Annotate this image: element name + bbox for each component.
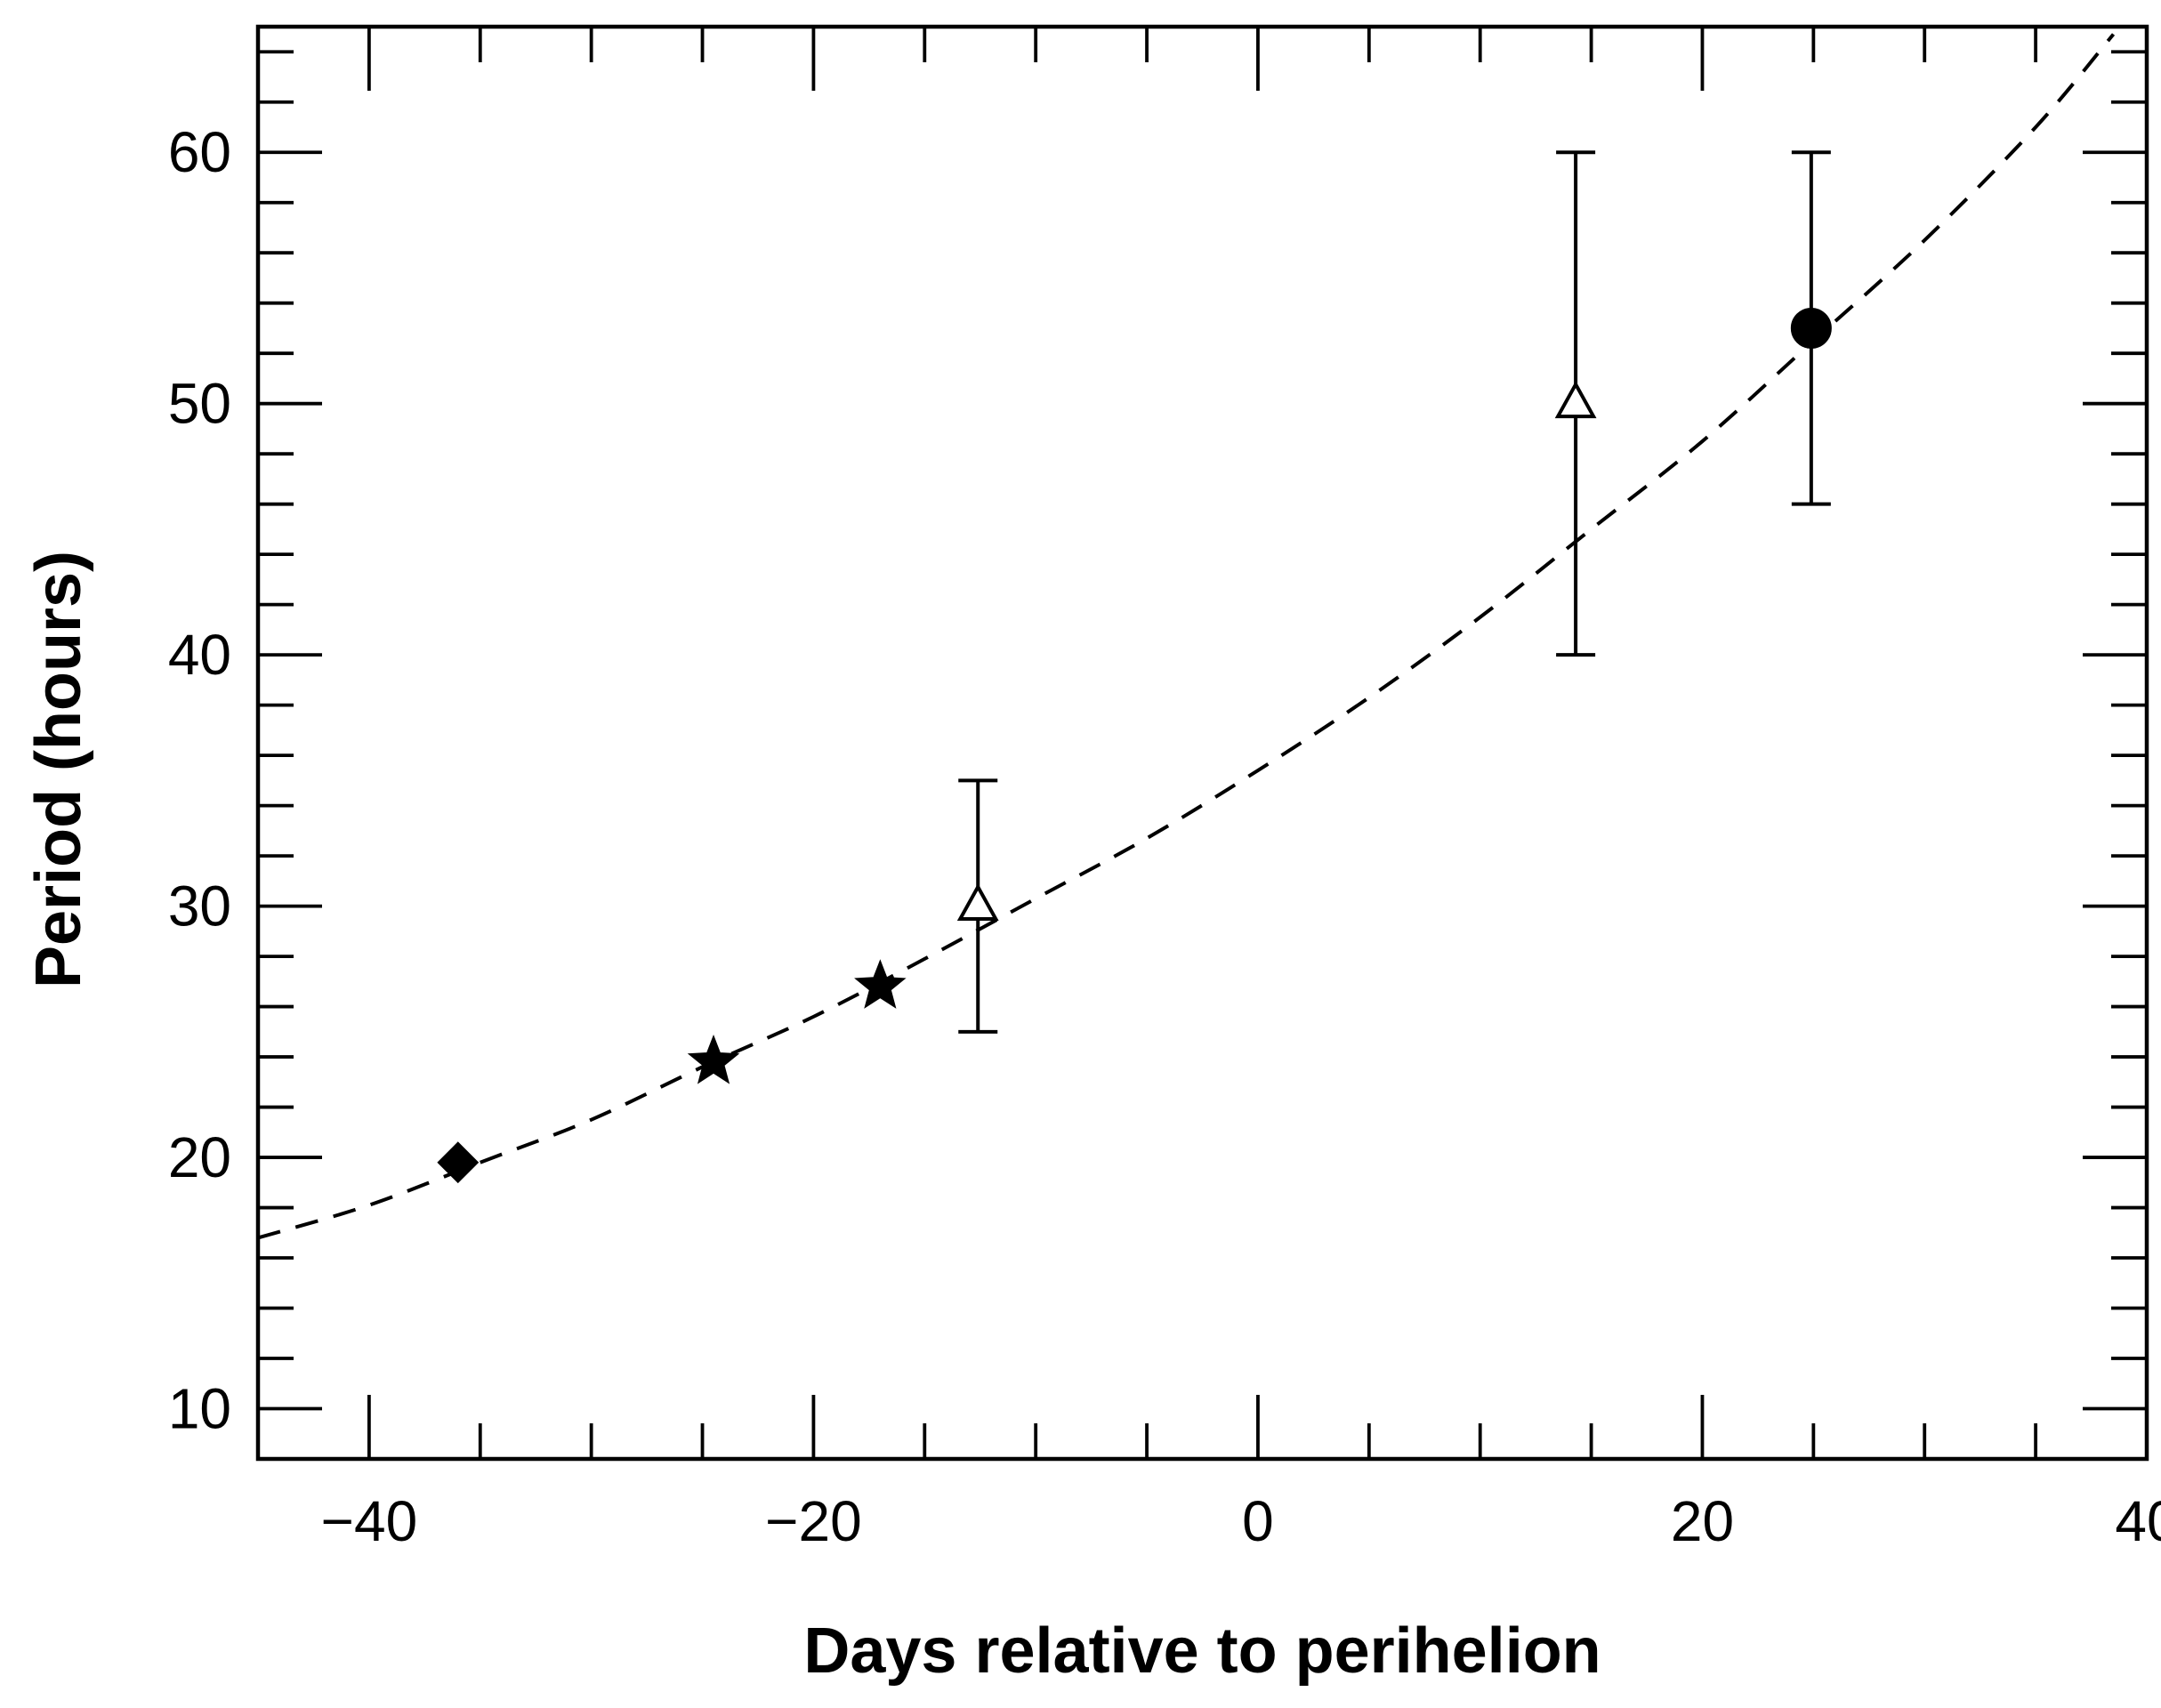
y-tick-label: 60 (168, 120, 231, 184)
circle-marker (1790, 307, 1832, 349)
x-tick-label: 0 (1242, 1489, 1274, 1553)
y-tick-label: 20 (168, 1125, 231, 1189)
diamond-marker (437, 1141, 480, 1184)
tick-labels-layer: −40 −20 0 20 40 10 20 30 40 50 60 (168, 120, 2161, 1553)
fit-curve-layer (257, 33, 2116, 1240)
y-tick-label: 50 (168, 372, 231, 436)
x-tick-label: −40 (321, 1489, 418, 1553)
axis-ticks (256, 27, 2149, 1461)
y-tick-label: 30 (168, 874, 231, 939)
open-triangle-marker (1554, 380, 1597, 419)
y-tick-label: 40 (168, 623, 231, 687)
x-tick-label: 40 (2115, 1489, 2161, 1553)
x-tick-label: 20 (1671, 1489, 1734, 1553)
star-marker (687, 1034, 740, 1084)
open-triangle-marker (956, 882, 999, 921)
fit-curve-dashed (257, 33, 2116, 1240)
x-tick-label: −20 (765, 1489, 862, 1553)
x-axis-title: Days relative to perihelion (803, 1615, 1601, 1687)
plot-frame (255, 24, 2149, 1462)
data-points-layer (437, 150, 1832, 1184)
star-marker (854, 959, 907, 1009)
y-axis-title: Period (hours) (23, 551, 94, 988)
y-tick-label: 10 (168, 1377, 231, 1441)
